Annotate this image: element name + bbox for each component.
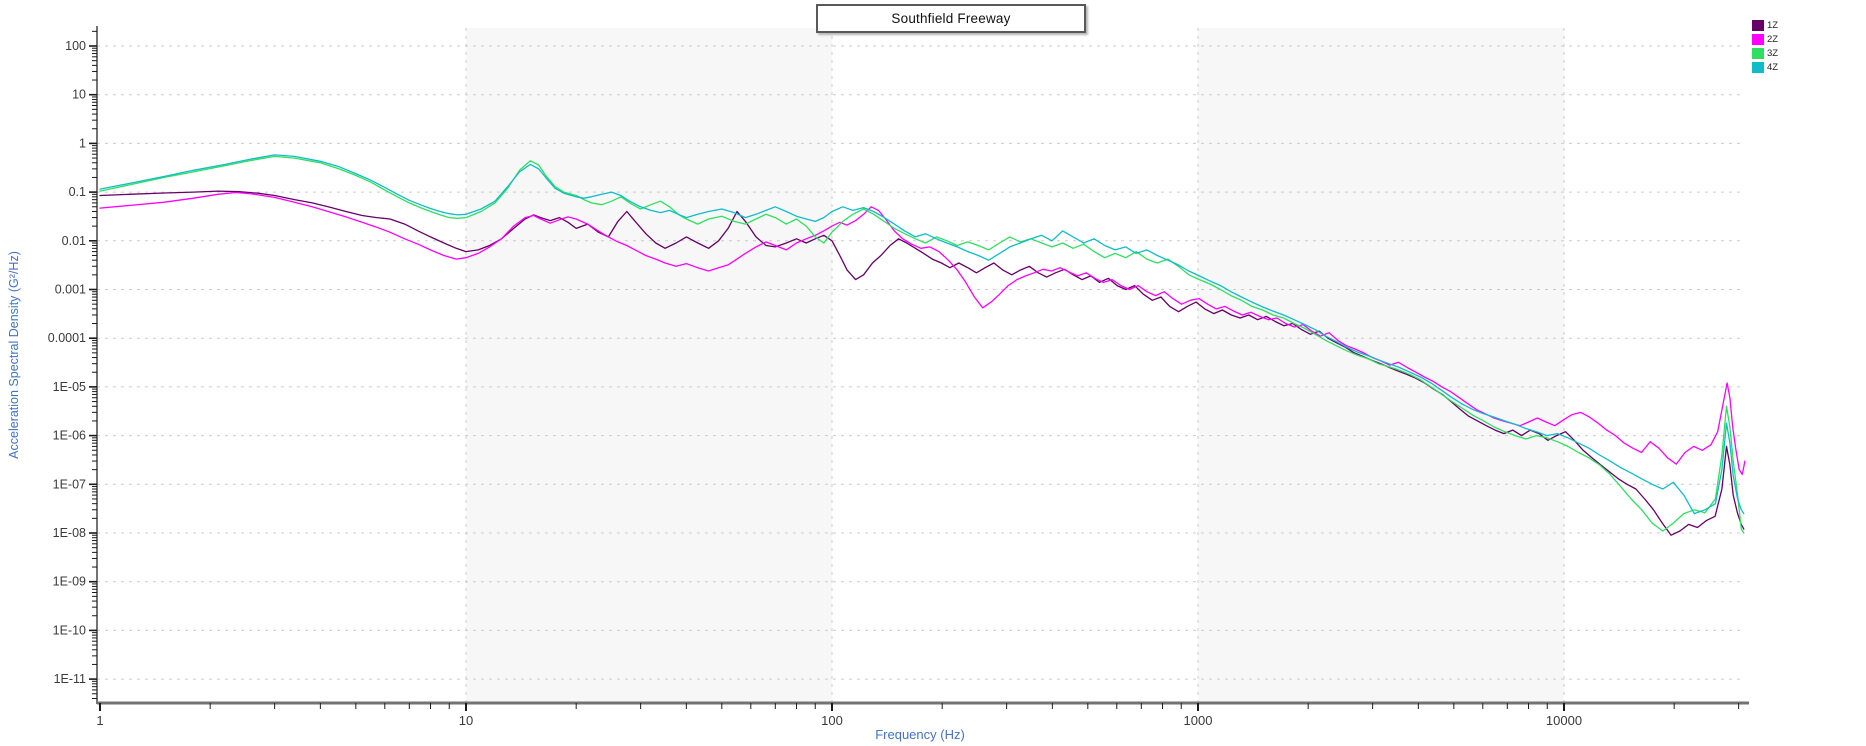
legend-label-2z: 2Z: [1767, 34, 1779, 45]
svg-text:10: 10: [72, 88, 86, 102]
series-line-2Z: [99, 191, 1746, 476]
y-tick-labels: 100 10 1 0.1 0.01 0.001 0.0001 1E-05 1E-06 1E-07 1…: [48, 39, 86, 686]
series-line-3Z: [99, 155, 1745, 534]
svg-text:1E-05: 1E-05: [53, 380, 86, 394]
legend-swatch-2z: [1752, 34, 1764, 45]
series-lines: [99, 154, 1746, 536]
svg-text:1E-07: 1E-07: [53, 477, 86, 491]
svg-text:1E-08: 1E-08: [53, 526, 86, 540]
svg-text:1: 1: [79, 136, 86, 150]
legend-swatch-3z: [1752, 48, 1764, 59]
x-tick-labels: 1 10 100 1000 10000: [96, 713, 1582, 728]
svg-text:1: 1: [96, 713, 103, 728]
legend-swatch-1z: [1752, 20, 1764, 31]
svg-text:1E-10: 1E-10: [53, 623, 86, 637]
legend-item-1z[interactable]: 1Z: [1752, 20, 1778, 31]
decade-bands: [466, 28, 1564, 703]
legend: 1Z 2Z 3Z 4Z: [1752, 20, 1778, 73]
svg-text:0.1: 0.1: [69, 185, 86, 199]
svg-text:10000: 10000: [1546, 713, 1582, 728]
legend-swatch-4z: [1752, 62, 1764, 73]
axes: [96, 26, 1749, 705]
svg-text:0.01: 0.01: [62, 234, 86, 248]
svg-text:100: 100: [821, 713, 843, 728]
chart-title: Southfield Freeway: [891, 11, 1011, 26]
y-axis-title: Acceleration Spectral Density (G²/Hz): [7, 251, 21, 459]
legend-label-4z: 4Z: [1767, 62, 1779, 73]
svg-text:1E-11: 1E-11: [54, 672, 86, 686]
x-axis-title: Frequency (Hz): [875, 727, 965, 742]
legend-item-4z[interactable]: 4Z: [1752, 62, 1778, 73]
chart-title-box: Southfield Freeway: [816, 4, 1086, 33]
legend-label-3z: 3Z: [1767, 48, 1779, 59]
legend-label-1z: 1Z: [1767, 20, 1779, 31]
legend-item-3z[interactable]: 3Z: [1752, 48, 1778, 59]
svg-text:1E-09: 1E-09: [53, 575, 86, 589]
svg-text:0.001: 0.001: [55, 283, 86, 297]
svg-text:1000: 1000: [1184, 713, 1213, 728]
legend-item-2z[interactable]: 2Z: [1752, 34, 1778, 45]
gridlines: [97, 28, 1745, 703]
svg-text:100: 100: [65, 39, 86, 53]
svg-text:0.0001: 0.0001: [48, 331, 86, 345]
svg-text:10: 10: [459, 713, 473, 728]
svg-text:1E-06: 1E-06: [53, 429, 86, 443]
series-line-4Z: [99, 154, 1745, 515]
axis-ticks: [89, 30, 1740, 711]
